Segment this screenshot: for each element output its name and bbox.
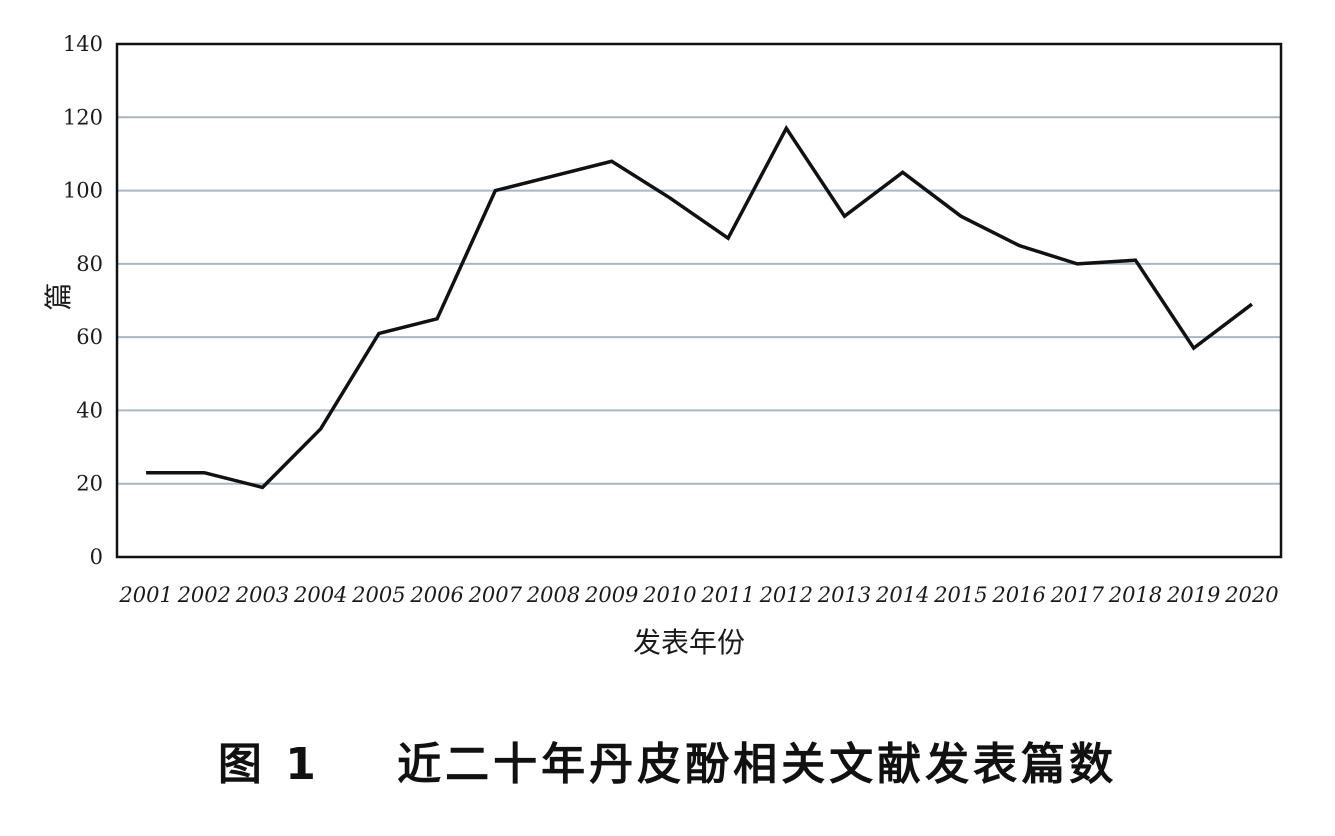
- x-axis-ticks: 2001 2002 2003 2004 2005 2006 2007 2008 2009 2010…: [118, 583, 1278, 607]
- y-tick-label: 100: [63, 179, 103, 203]
- x-tick-label: 2003: [235, 583, 289, 607]
- y-tick-label: 40: [76, 398, 103, 422]
- x-tick-label: 2019: [1166, 583, 1220, 607]
- x-tick-label: 2015: [933, 583, 987, 607]
- x-tick-label: 2001: [118, 583, 172, 607]
- y-tick-label: 120: [63, 105, 103, 129]
- figure-caption: 图 1 近二十年丹皮酚相关文献发表篇数: [217, 739, 1118, 790]
- y-axis-ticks: 0 20 40 60 80 100 120 140: [63, 32, 103, 569]
- x-tick-label: 2005: [351, 583, 405, 607]
- x-axis-title: 发表年份: [633, 626, 745, 659]
- x-tick-label: 2009: [584, 583, 638, 607]
- x-tick-label: 2007: [468, 583, 523, 607]
- x-tick-label: 2011: [700, 583, 754, 607]
- x-tick-label: 2013: [817, 583, 871, 607]
- x-tick-label: 2006: [409, 583, 463, 607]
- plot-frame: [115, 42, 1283, 559]
- series-line: [146, 124, 1253, 490]
- x-tick-label: 2020: [1224, 583, 1278, 607]
- x-tick-label: 2008: [526, 583, 580, 607]
- y-axis-title: 篇: [42, 282, 75, 310]
- x-tick-label: 2017: [1050, 583, 1105, 607]
- y-tick-label: 0: [90, 545, 103, 569]
- x-tick-label: 2018: [1108, 583, 1162, 607]
- x-tick-label: 2016: [991, 583, 1045, 607]
- y-tick-label: 140: [63, 32, 103, 56]
- x-tick-label: 2012: [759, 583, 813, 607]
- y-tick-label: 60: [76, 325, 103, 349]
- grid-lines: [117, 116, 1281, 485]
- x-tick-label: 2010: [642, 583, 696, 607]
- x-tick-label: 2004: [293, 583, 347, 607]
- y-tick-label: 20: [76, 472, 103, 496]
- x-tick-label: 2014: [875, 583, 929, 607]
- x-tick-label: 2002: [177, 583, 231, 607]
- y-tick-label: 80: [76, 252, 103, 276]
